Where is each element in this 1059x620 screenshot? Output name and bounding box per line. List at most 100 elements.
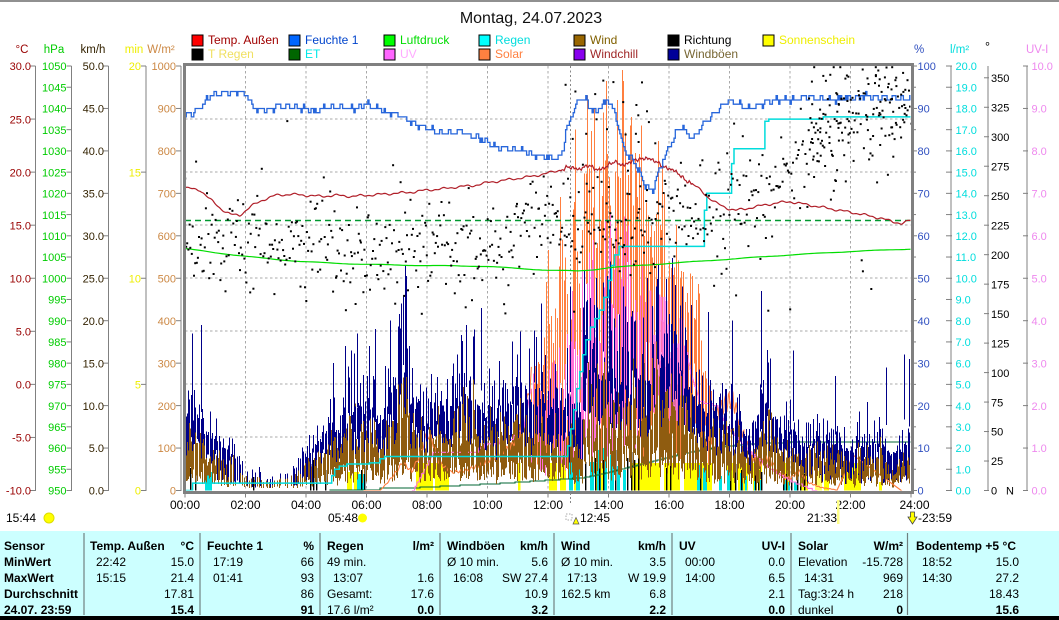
svg-text:1030: 1030 [42,146,66,158]
svg-text:14:30: 14:30 [922,571,952,585]
svg-text:20: 20 [129,61,141,73]
svg-text:1050: 1050 [42,61,66,73]
svg-text:01:41: 01:41 [213,571,243,585]
svg-text:30.0: 30.0 [10,61,31,73]
svg-text:04:00: 04:00 [291,498,321,512]
svg-text:Ø 10 min.: Ø 10 min. [447,555,499,569]
svg-text:1015: 1015 [42,210,66,222]
svg-text:17:13: 17:13 [567,571,597,585]
svg-text:-10.0: -10.0 [6,486,31,498]
svg-text:4.0: 4.0 [956,401,971,413]
svg-text:Montag, 24.07.2023: Montag, 24.07.2023 [460,10,602,27]
svg-text:08:00: 08:00 [412,498,442,512]
svg-text:10.0: 10.0 [956,273,977,285]
svg-text:985: 985 [48,337,66,349]
svg-text:MinWert: MinWert [4,555,51,569]
svg-text:15.4: 15.4 [171,603,195,617]
svg-text:UV-I: UV-I [1026,44,1048,56]
svg-text:W/m²: W/m² [874,539,903,553]
svg-text:21:33: 21:33 [807,511,837,525]
svg-text:20: 20 [918,401,930,413]
svg-text:200: 200 [991,250,1009,262]
svg-text:km/h: km/h [520,539,548,553]
svg-text:955: 955 [48,465,66,477]
svg-text:Gesamt:: Gesamt: [327,587,372,601]
svg-text:14.0: 14.0 [956,189,977,201]
svg-text:800: 800 [158,146,176,158]
svg-text:700: 700 [158,189,176,201]
svg-text:Feuchte 1: Feuchte 1 [207,539,263,553]
svg-text:49 min.: 49 min. [327,555,366,569]
svg-text:5: 5 [135,380,141,392]
svg-text:0: 0 [991,486,997,498]
svg-text:17.81: 17.81 [164,587,194,601]
svg-text:14:00: 14:00 [685,571,715,585]
svg-text:Sensor: Sensor [4,539,45,553]
svg-text:1035: 1035 [42,125,66,137]
svg-text:24.07. 23:59: 24.07. 23:59 [4,603,72,617]
svg-text:5.6: 5.6 [531,555,548,569]
svg-text:40.0: 40.0 [83,146,104,158]
svg-text:18:00: 18:00 [714,498,744,512]
svg-text:SW 27.4: SW 27.4 [502,571,548,585]
svg-text:12.0: 12.0 [956,231,977,243]
svg-text:18:52: 18:52 [922,555,952,569]
svg-text:16:00: 16:00 [654,498,684,512]
svg-text:%: % [303,539,314,553]
svg-text:15.0: 15.0 [996,555,1020,569]
svg-text:200: 200 [158,401,176,413]
svg-text:0: 0 [170,486,176,498]
svg-text:15: 15 [129,167,141,179]
svg-text:600: 600 [158,231,176,243]
svg-text:-5.0: -5.0 [12,433,31,445]
svg-text:3.2: 3.2 [531,603,548,617]
svg-text:225: 225 [991,220,1009,232]
svg-text:900: 900 [158,104,176,116]
svg-text:W/m²: W/m² [147,44,175,56]
svg-text:18.43: 18.43 [989,587,1019,601]
svg-text:30: 30 [918,358,930,370]
svg-text:Feuchte 1: Feuchte 1 [305,33,359,47]
svg-text:10: 10 [129,273,141,285]
svg-text:9.0: 9.0 [956,295,971,307]
svg-text:1000: 1000 [152,61,176,73]
svg-text:5.0: 5.0 [956,380,971,392]
svg-text:0.0: 0.0 [1032,486,1047,498]
svg-text:30.0: 30.0 [83,231,104,243]
svg-text:162.5 km: 162.5 km [561,587,610,601]
svg-text:1045: 1045 [42,82,66,94]
svg-text:19.0: 19.0 [956,82,977,94]
svg-text:16:08: 16:08 [453,571,483,585]
svg-text:-15.728: -15.728 [862,555,903,569]
svg-text:06:00: 06:00 [351,498,381,512]
svg-text:1005: 1005 [42,252,66,264]
svg-text:16.0: 16.0 [956,146,977,158]
svg-text:MaxWert: MaxWert [4,571,54,585]
svg-text:T Regen: T Regen [208,47,254,61]
svg-text:Windböen: Windböen [684,47,738,61]
svg-text:ET: ET [305,47,321,61]
svg-text:20:00: 20:00 [775,498,805,512]
svg-text:Windböen: Windböen [447,539,505,553]
svg-text:91: 91 [301,603,315,617]
svg-text:980: 980 [48,358,66,370]
svg-text:Solar: Solar [798,539,828,553]
svg-text:990: 990 [48,316,66,328]
svg-text:150: 150 [991,309,1009,321]
svg-text:Regen: Regen [327,539,364,553]
svg-text:4.0: 4.0 [1032,316,1047,328]
svg-text:7.0: 7.0 [956,337,971,349]
svg-text:275: 275 [991,161,1009,173]
svg-text:60: 60 [918,231,930,243]
svg-text:°C: °C [1003,539,1017,553]
svg-text:10.0: 10.0 [1032,61,1053,73]
svg-text:7.0: 7.0 [1032,189,1047,201]
svg-text:0: 0 [896,603,903,617]
svg-text:970: 970 [48,401,66,413]
svg-text:93: 93 [301,571,315,585]
svg-text:-23:59: -23:59 [918,511,952,525]
svg-text:UV: UV [679,539,696,553]
svg-text:2.0: 2.0 [1032,401,1047,413]
svg-text:2.2: 2.2 [649,603,666,617]
svg-text:8.0: 8.0 [956,316,971,328]
